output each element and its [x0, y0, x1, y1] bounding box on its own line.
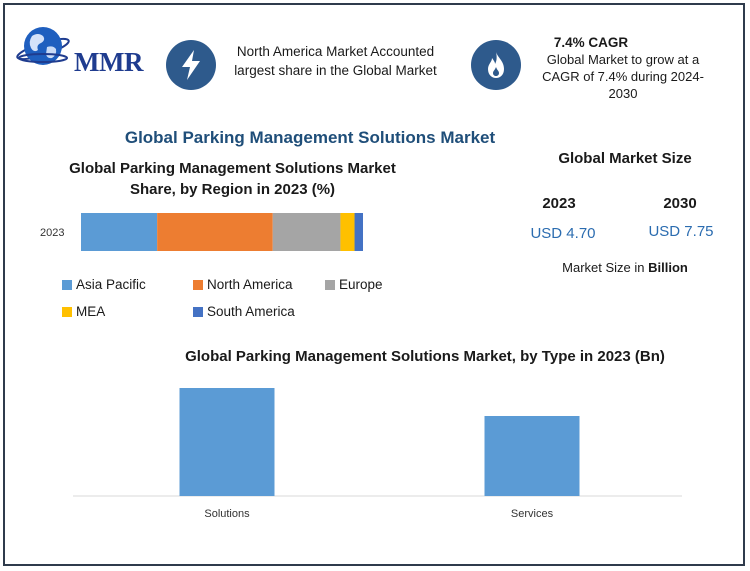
share-bar-north-america	[157, 213, 273, 251]
type-tick-label: Solutions	[204, 508, 250, 520]
market-size-title: Global Market Size	[558, 150, 692, 167]
share-bar-south-america	[354, 213, 363, 251]
legend-label: North America	[207, 277, 293, 292]
cagr-callout: Global Market to grow at a CAGR of 7.4% …	[542, 52, 704, 101]
cagr-title: 7.4% CAGR	[553, 35, 629, 50]
legend-swatch	[62, 306, 72, 317]
legend-label: South America	[207, 304, 295, 319]
year-2023-label: 2023	[542, 195, 576, 212]
share-bar-mea	[340, 213, 355, 251]
type-tick-label: Services	[511, 508, 554, 520]
legend-label: Asia Pacific	[76, 277, 146, 292]
infographic-frame	[3, 3, 745, 566]
legend-swatch	[193, 279, 203, 290]
type-bar-services	[484, 416, 580, 496]
legend-swatch	[62, 279, 72, 290]
market-size-2030-value: USD 7.75	[648, 223, 714, 240]
type-bar-solutions	[179, 388, 275, 496]
year-2030-label: 2030	[663, 195, 697, 212]
share-chart: 2023	[40, 213, 363, 251]
legend-mea: MEA	[62, 304, 105, 319]
globe-logo-icon	[16, 27, 70, 65]
flame-icon	[488, 52, 504, 78]
page-title: Global Parking Management Solutions Mark…	[124, 128, 496, 147]
legend-swatch	[325, 279, 335, 290]
unit-prefix: Market Size in	[562, 260, 649, 275]
share-bar-asia-pacific	[81, 213, 158, 251]
legend-north-america: North America	[193, 277, 293, 292]
legend-asia-pacific: Asia Pacific	[62, 277, 146, 292]
brand-logo-text: MMR	[74, 47, 143, 77]
legend-label: MEA	[76, 304, 106, 319]
legend-swatch	[193, 306, 203, 317]
legend-europe: Europe	[325, 277, 383, 292]
market-size-unit: Market Size in Billion	[520, 260, 730, 275]
market-size-2023-value: USD 4.70	[530, 225, 596, 242]
share-chart-title: Global Parking Management Solutions Mark…	[69, 160, 396, 198]
lightning-badge	[166, 40, 216, 90]
legend-label: Europe	[339, 277, 383, 292]
legend-south-america: South America	[193, 304, 295, 319]
share-category-label: 2023	[40, 227, 64, 239]
flame-badge	[471, 40, 521, 90]
share-bar-europe	[272, 213, 341, 251]
unit-bold: Billion	[648, 260, 688, 275]
north-america-callout: North America Market Accounted largest s…	[234, 44, 437, 78]
type-chart-title: Global Parking Management Solutions Mark…	[185, 348, 665, 365]
lightning-icon	[182, 50, 200, 80]
type-chart: Solutions Services	[73, 388, 682, 520]
